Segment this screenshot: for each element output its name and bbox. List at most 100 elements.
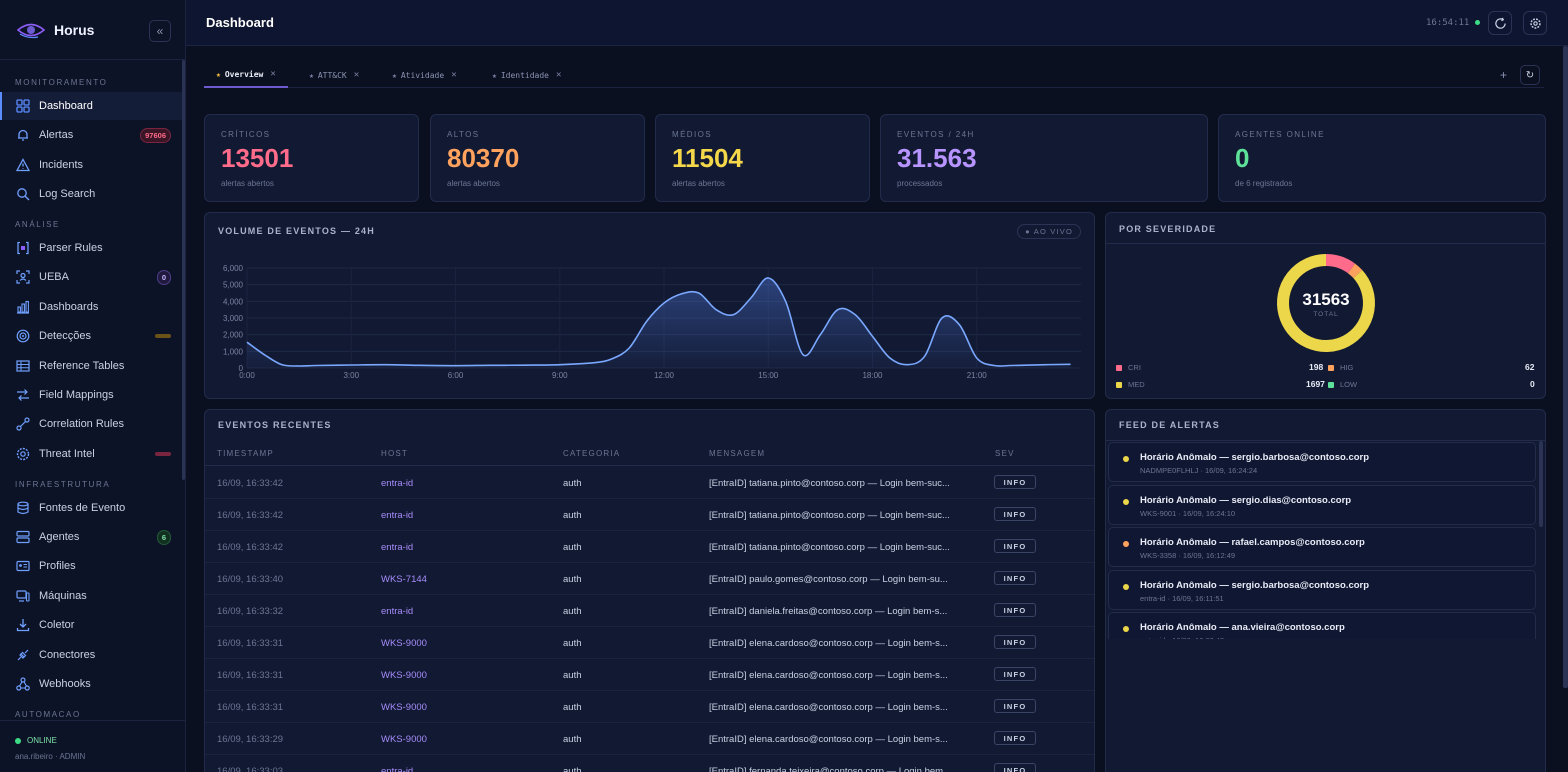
legend-label: MED <box>1128 380 1145 389</box>
severity-dot-icon <box>1123 541 1129 547</box>
sidebar-item-label: Máquinas <box>39 590 87 602</box>
legend-value: 0 <box>1530 379 1535 389</box>
user-scan-icon <box>16 270 30 284</box>
sidebar-item-ueba[interactable]: UEBA 0 <box>0 263 184 291</box>
feed-item-meta: entra-id · 16/09, 16:02:48 <box>1140 636 1224 639</box>
current-user: ana.ribeiro · ADMIN <box>15 752 86 761</box>
sidebar-item-deteccoes[interactable]: Detecções <box>0 322 184 350</box>
feed-item[interactable]: Horário Anômalo — sergio.dias@contoso.co… <box>1108 484 1536 525</box>
settings-button[interactable] <box>1523 11 1547 35</box>
feed-item-meta: entra-id · 16/09, 16:11:51 <box>1140 593 1224 603</box>
cell-host[interactable]: WKS-7144 <box>381 574 427 585</box>
cell-categoria: auth <box>563 478 582 489</box>
table-row[interactable]: 16/09, 16:33:31 WKS-9000 auth [EntraID] ele… <box>205 627 1094 659</box>
sidebar-item-incidents[interactable]: Incidents <box>0 151 184 179</box>
cell-host[interactable]: entra-id <box>381 542 414 553</box>
series-line <box>246 277 1071 367</box>
sidebar-item-webhooks[interactable]: Webhooks <box>0 670 184 698</box>
sidebar-item-agentes[interactable]: Agentes 6 <box>0 523 184 551</box>
table-row[interactable]: 16/09, 16:33:42 entra-id auth [EntraID] tat… <box>205 467 1094 499</box>
feed-item[interactable]: Horário Anômalo — ana.vieira@contoso.cor… <box>1108 612 1536 639</box>
feed-item-title: Horário Anômalo — sergio.barbosa@contoso… <box>1140 452 1370 463</box>
cell-timestamp: 16/09, 16:33:31 <box>217 638 284 649</box>
tab-attck[interactable]: ★ ATT&CK ✕ <box>309 62 359 88</box>
sidebar-item-label: Coletor <box>39 619 75 631</box>
cell-timestamp: 16/09, 16:33:32 <box>217 606 284 617</box>
sidebar-item-conectores[interactable]: Conectores <box>0 641 184 669</box>
col-host[interactable]: HOST <box>381 449 409 458</box>
app-name: Horus <box>54 21 95 38</box>
series-area <box>247 277 1071 368</box>
stat-card-eventos[interactable]: EVENTOS / 24H 31.563 processados <box>880 114 1208 202</box>
sidebar-item-label: Profiles <box>39 560 76 572</box>
sidebar-item-threat-intel[interactable]: Threat Intel <box>0 440 184 468</box>
col-categoria[interactable]: CATEGORIA <box>563 449 621 458</box>
sidebar-scrollbar[interactable] <box>182 60 185 480</box>
tab-refresh-button[interactable]: ↻ <box>1520 65 1540 85</box>
table-row[interactable]: 16/09, 16:33:29 WKS-9000 auth [EntraID] ele… <box>205 723 1094 755</box>
close-icon[interactable]: ✕ <box>270 69 276 79</box>
close-icon[interactable]: ✕ <box>353 70 360 80</box>
sidebar-item-coletor[interactable]: Coletor <box>0 611 184 639</box>
col-sev[interactable]: SEV <box>995 449 1015 458</box>
sidebar-item-dashboard[interactable]: Dashboard <box>0 92 184 120</box>
cell-host[interactable]: entra-id <box>381 606 414 617</box>
stat-card-criticos[interactable]: CRÍTICOS 13501 alertas abertos <box>204 114 419 202</box>
table-row[interactable]: 16/09, 16:33:42 entra-id auth [EntraID] tat… <box>205 499 1094 531</box>
cell-host[interactable]: WKS-9000 <box>381 734 427 745</box>
feed-item[interactable]: Horário Anômalo — rafael.campos@contoso.… <box>1108 527 1536 567</box>
feed-item-meta: WKS-9001 · 16/09, 16:24:10 <box>1140 508 1236 518</box>
section-automacao: AUTOMACAO <box>15 710 81 719</box>
sidebar-item-log-search[interactable]: Log Search <box>0 180 184 208</box>
close-icon[interactable]: ✕ <box>556 70 562 80</box>
table-row[interactable]: 16/09, 16:33:31 WKS-9000 auth [EntraID] ele… <box>205 691 1094 723</box>
stat-sub: processados <box>897 179 943 188</box>
table-row[interactable]: 16/09, 16:33:32 entra-id auth [EntraID] dan… <box>205 595 1094 627</box>
sidebar-item-fontes-de-evento[interactable]: Fontes de Evento <box>0 494 184 522</box>
sidebar-item-correlation-rules[interactable]: Correlation Rules <box>0 410 184 438</box>
add-tab-button[interactable]: + <box>1500 68 1508 82</box>
sidebar-item-reference-tables[interactable]: Reference Tables <box>0 352 184 380</box>
cell-host[interactable]: WKS-9000 <box>381 670 427 681</box>
sidebar-item-maquinas[interactable]: Máquinas <box>0 582 184 610</box>
cell-host[interactable]: WKS-9000 <box>381 638 427 649</box>
table-row[interactable]: 16/09, 16:33:42 entra-id auth [EntraID] tat… <box>205 531 1094 563</box>
cell-host[interactable]: WKS-9000 <box>381 702 427 713</box>
tab-identidade[interactable]: ★ Identidade ✕ <box>492 62 561 88</box>
table-row[interactable]: 16/09, 16:33:40 WKS-7144 auth [EntraID] pau… <box>205 563 1094 595</box>
sidebar-item-label: UEBA <box>39 271 69 283</box>
legend-cri: CRI <box>1116 363 1141 372</box>
sidebar-item-field-mappings[interactable]: Field Mappings <box>0 381 184 409</box>
stat-card-medios[interactable]: MÉDIOS 11504 alertas abertos <box>655 114 870 202</box>
sidebar-collapse-button[interactable]: « <box>149 20 171 42</box>
cell-host[interactable]: entra-id <box>381 510 414 521</box>
feed-item[interactable]: Horário Anômalo — sergio.barbosa@contoso… <box>1108 442 1536 482</box>
sidebar-item-parser-rules[interactable]: Parser Rules <box>0 234 184 262</box>
cell-host[interactable]: entra-id <box>381 766 414 772</box>
refresh-button[interactable] <box>1488 11 1512 35</box>
col-mensagem[interactable]: MENSAGEM <box>709 449 766 458</box>
stat-card-altos[interactable]: ALTOS 80370 alertas abertos <box>430 114 645 202</box>
sidebar-item-label: Dashboard <box>39 100 93 112</box>
cell-categoria: auth <box>563 574 582 585</box>
sidebar-item-dashboards[interactable]: Dashboards <box>0 293 184 321</box>
main-scrollbar[interactable] <box>1563 46 1568 688</box>
feed-item-title: Horário Anômalo — sergio.barbosa@contoso… <box>1140 579 1370 591</box>
col-timestamp[interactable]: TIMESTAMP <box>217 449 274 458</box>
online-status: ONLINE <box>15 736 185 745</box>
stat-sub: alertas abertos <box>447 179 500 188</box>
tab-overview[interactable]: ★ Overview ✕ <box>204 62 288 88</box>
stat-value: 80370 <box>447 143 520 173</box>
tab-label: Identidade <box>500 70 549 80</box>
tab-atividade[interactable]: ★ Atividade ✕ <box>392 62 457 88</box>
close-icon[interactable]: ✕ <box>451 70 457 80</box>
sidebar-item-profiles[interactable]: Profiles <box>0 552 184 580</box>
table-row[interactable]: 16/09, 16:33:31 WKS-9000 auth [EntraID] ele… <box>205 659 1094 691</box>
feed-scrollbar[interactable] <box>1539 441 1543 527</box>
table-row[interactable]: 16/09, 16:33:03 entra-id auth [EntraID] fer… <box>205 755 1094 772</box>
feed-item[interactable]: Horário Anômalo — sergio.barbosa@contoso… <box>1108 569 1536 610</box>
cell-host[interactable]: entra-id <box>381 478 414 489</box>
sidebar-item-alertas[interactable]: Alertas 97606 <box>0 121 184 149</box>
legend-med: MED <box>1116 380 1145 389</box>
stat-card-agentes-online[interactable]: AGENTES ONLINE 0 de 6 registrados <box>1218 114 1546 202</box>
